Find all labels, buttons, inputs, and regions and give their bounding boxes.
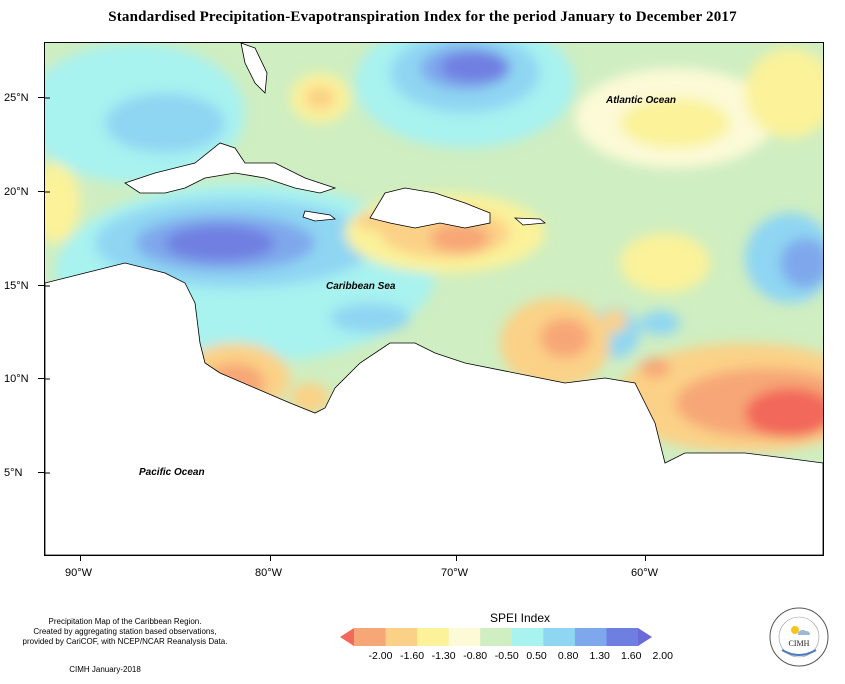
lat-label-20n: 20°N bbox=[4, 186, 29, 198]
lat-tick bbox=[38, 285, 44, 286]
legend-title: SPEI Index bbox=[489, 611, 551, 625]
legend-tick-label: 1.30 bbox=[589, 650, 610, 662]
sun-icon bbox=[791, 626, 799, 634]
lat-tick bbox=[38, 378, 44, 379]
lat-label-15n: 15°N bbox=[4, 280, 29, 292]
legend-tick-label: -0.80 bbox=[463, 650, 488, 662]
credit-line-2: Created by aggregating station based obs… bbox=[33, 627, 217, 636]
credit-line-3: provided by CariCOF, with NCEP/NCAR Rean… bbox=[22, 637, 228, 646]
lon-label-80w: 80°W bbox=[255, 567, 283, 579]
atlantic-ocean-label: Atlantic Ocean bbox=[606, 95, 677, 106]
lon-label-90w: 90°W bbox=[65, 567, 93, 579]
lon-tick bbox=[270, 555, 271, 561]
legend-swatch bbox=[574, 628, 607, 646]
spei-map bbox=[44, 42, 824, 556]
legend-tick-label: 1.60 bbox=[621, 650, 642, 662]
lon-label-60w: 60°W bbox=[631, 567, 659, 579]
legend-tick-label: -2.00 bbox=[368, 650, 393, 662]
caribbean-sea-label: Caribbean Sea bbox=[326, 281, 396, 292]
lon-tick bbox=[645, 555, 646, 561]
legend-swatch bbox=[638, 628, 652, 646]
legend-swatch bbox=[354, 628, 387, 646]
legend-tick-label: 2.00 bbox=[652, 650, 673, 662]
lat-tick bbox=[38, 191, 44, 192]
legend-swatch bbox=[417, 628, 450, 646]
lat-label-25n: 25°N bbox=[4, 92, 29, 104]
cloud-icon bbox=[798, 629, 810, 635]
spei-raster bbox=[45, 43, 823, 555]
legend-color-bar bbox=[340, 628, 652, 646]
legend-swatch bbox=[385, 628, 418, 646]
pacific-ocean-label: Pacific Ocean bbox=[139, 467, 205, 478]
lon-label-70w: 70°W bbox=[441, 567, 469, 579]
lat-label-10n: 10°N bbox=[4, 373, 29, 385]
legend-tick-label: 0.80 bbox=[557, 650, 579, 662]
logo-text: CIMH bbox=[789, 639, 810, 648]
credit-date: CIMH January-2018 bbox=[69, 665, 141, 674]
map-title: Standardised Precipitation-Evapotranspir… bbox=[108, 9, 737, 25]
lon-tick bbox=[456, 555, 457, 561]
land-masses bbox=[45, 43, 823, 555]
cimh-logo: CIMH bbox=[768, 606, 830, 668]
legend-tick-label: -0.50 bbox=[494, 650, 519, 662]
legend-swatch bbox=[480, 628, 513, 646]
lon-tick bbox=[80, 555, 81, 561]
legend-tick-label: -1.60 bbox=[400, 650, 425, 662]
legend-swatch bbox=[511, 628, 544, 646]
lat-tick bbox=[38, 472, 44, 473]
lat-label-5n: 5°N bbox=[4, 467, 23, 479]
legend-swatch bbox=[340, 628, 354, 646]
legend-swatch bbox=[606, 628, 639, 646]
legend-swatch bbox=[448, 628, 481, 646]
wave-icon bbox=[781, 649, 817, 656]
legend-tick-label: -1.30 bbox=[431, 650, 456, 662]
legend-tick-label: 0.50 bbox=[526, 650, 547, 662]
lat-tick bbox=[38, 97, 44, 98]
legend-swatch bbox=[543, 628, 576, 646]
credit-line-1: Precipitation Map of the Caribbean Regio… bbox=[48, 617, 202, 626]
